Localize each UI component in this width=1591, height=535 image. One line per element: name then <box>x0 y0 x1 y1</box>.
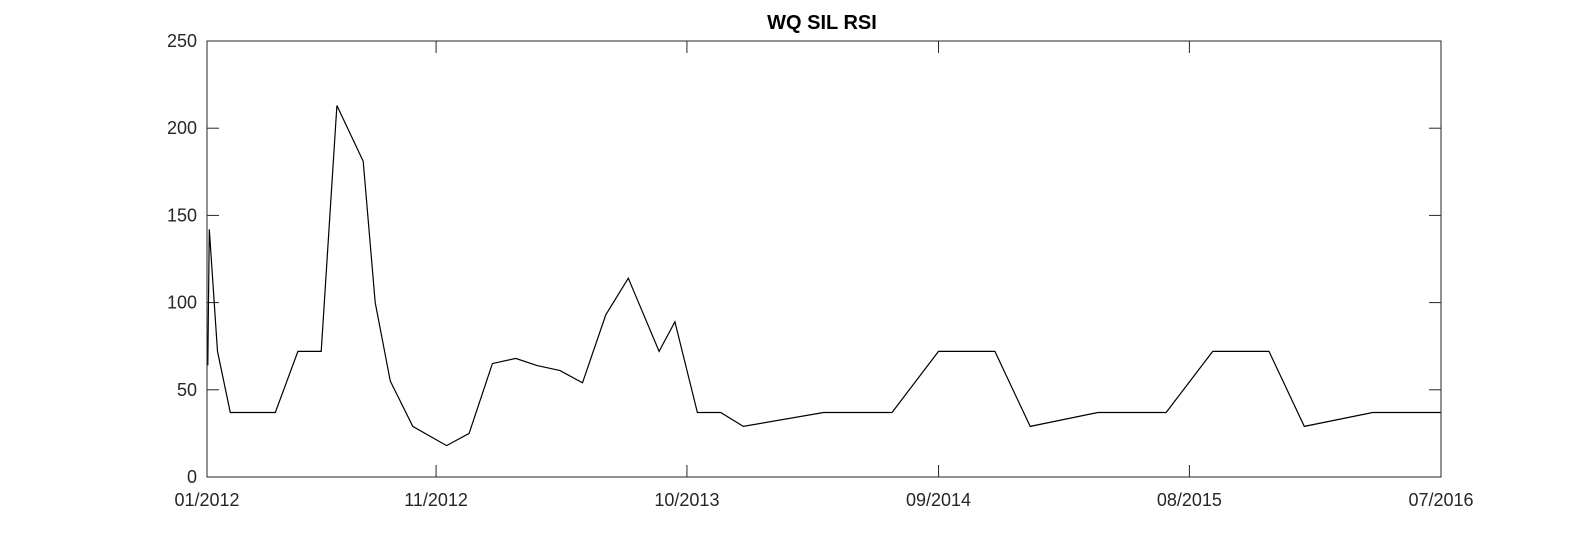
x-tick-label: 01/2012 <box>174 490 239 510</box>
x-tick-label: 10/2013 <box>654 490 719 510</box>
y-tick-label: 0 <box>187 467 197 487</box>
y-tick-label: 250 <box>167 31 197 51</box>
x-tick-label: 07/2016 <box>1408 490 1473 510</box>
y-tick-label: 100 <box>167 293 197 313</box>
y-axis: 0 50 100 150 200 250 <box>167 31 1441 487</box>
y-tick-label: 200 <box>167 118 197 138</box>
x-tick-label: 11/2012 <box>404 490 468 510</box>
x-tick-label: 09/2014 <box>906 490 971 510</box>
series-line <box>207 105 1441 447</box>
chart-title: WQ SIL RSI <box>767 12 877 34</box>
y-tick-label: 150 <box>167 205 197 225</box>
x-axis: 01/2012 11/2012 10/2013 09/2014 08/2015 07/20… <box>174 41 1474 510</box>
plot-area-box <box>206 40 1442 478</box>
x-tick-label: 08/2015 <box>1157 490 1222 510</box>
y-tick-label: 50 <box>177 380 197 400</box>
